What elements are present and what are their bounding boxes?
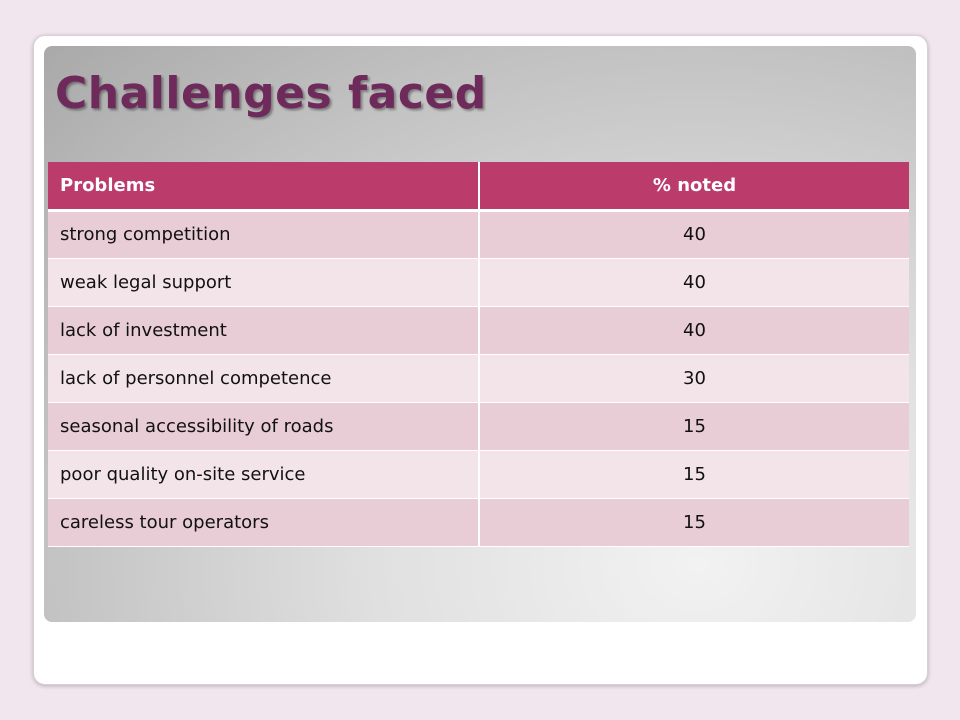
slide-title: Challenges faced bbox=[55, 68, 487, 119]
percent-cell: 15 bbox=[479, 450, 909, 498]
challenges-table: Problems % noted strong competition 40 w… bbox=[48, 162, 909, 547]
problem-cell: careless tour operators bbox=[48, 498, 480, 546]
percent-cell: 40 bbox=[479, 258, 909, 306]
table-row: careless tour operators 15 bbox=[48, 498, 909, 546]
table-row: weak legal support 40 bbox=[48, 258, 909, 306]
percent-cell: 40 bbox=[479, 306, 909, 354]
table-row: lack of personnel competence 30 bbox=[48, 354, 909, 402]
percent-cell: 40 bbox=[479, 210, 909, 258]
table-header-row: Problems % noted bbox=[48, 162, 909, 212]
problem-cell: lack of personnel competence bbox=[48, 354, 480, 402]
header-problems: Problems bbox=[48, 162, 480, 212]
table-row: strong competition 40 bbox=[48, 210, 909, 258]
percent-cell: 15 bbox=[479, 498, 909, 546]
problem-cell: strong competition bbox=[48, 210, 480, 258]
problem-cell: seasonal accessibility of roads bbox=[48, 402, 480, 450]
table-row: poor quality on-site service 15 bbox=[48, 450, 909, 498]
percent-cell: 15 bbox=[479, 402, 909, 450]
header-percent-noted: % noted bbox=[479, 162, 909, 212]
problem-cell: weak legal support bbox=[48, 258, 480, 306]
problem-cell: poor quality on-site service bbox=[48, 450, 480, 498]
problem-cell: lack of investment bbox=[48, 306, 480, 354]
table-row: seasonal accessibility of roads 15 bbox=[48, 402, 909, 450]
table-row: lack of investment 40 bbox=[48, 306, 909, 354]
percent-cell: 30 bbox=[479, 354, 909, 402]
